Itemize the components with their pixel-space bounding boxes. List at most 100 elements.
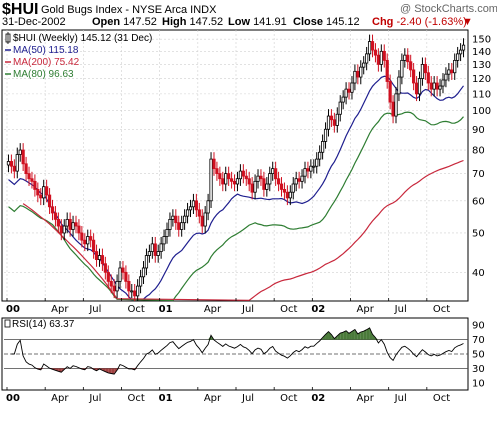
candle <box>36 182 40 203</box>
legend-entry: MA(80) 96.63 <box>13 69 74 80</box>
candle <box>171 209 175 227</box>
candle <box>362 56 366 75</box>
x-tick-label: Apr <box>51 393 69 404</box>
candle <box>18 143 22 162</box>
x-tick-label: Jul <box>88 304 101 315</box>
rsi-series <box>11 327 464 375</box>
price-tick-label: 140 <box>472 47 491 58</box>
candle <box>279 177 284 197</box>
candle <box>218 166 222 186</box>
candle <box>103 256 107 280</box>
candle <box>115 274 119 299</box>
candle <box>138 269 143 294</box>
candle <box>136 279 140 301</box>
candle <box>65 212 69 234</box>
candle <box>429 76 433 97</box>
ma200-line <box>22 159 464 301</box>
candle <box>56 212 60 234</box>
price-tick-label: 130 <box>472 60 491 71</box>
candle <box>312 159 316 174</box>
legend-entry: MA(200) 75.42 <box>13 57 80 68</box>
price-tick-label: 150 <box>472 35 491 46</box>
candle <box>382 44 386 68</box>
rsi-tick-label: 70 <box>472 335 485 346</box>
candle <box>379 44 383 72</box>
rsi-overbought-fill <box>328 331 332 340</box>
candle <box>156 244 160 263</box>
candle <box>441 73 445 94</box>
candle <box>353 64 357 91</box>
candle <box>188 199 193 218</box>
candle <box>256 169 260 189</box>
candlestick-series <box>6 34 466 301</box>
x-tick-label: Oct <box>128 393 145 404</box>
legend-entry: $HUI (Weekly) 145.12 (31 Dec) <box>13 33 152 44</box>
change-down-arrow-icon: ▼ <box>462 16 473 28</box>
candle <box>191 193 196 214</box>
stockcharts-logo: @ StockCharts.com <box>400 3 497 15</box>
candle <box>247 171 251 192</box>
candle <box>291 177 295 200</box>
candle <box>94 244 99 267</box>
price-tick-label: 50 <box>472 228 485 239</box>
candle <box>232 174 237 192</box>
x-tick-label: Jul <box>241 393 254 404</box>
candle <box>12 159 16 179</box>
candle <box>297 171 301 189</box>
candle <box>285 185 289 206</box>
x-tick-label: 01 <box>159 393 173 404</box>
candle <box>276 171 281 192</box>
candle <box>403 48 407 68</box>
candle <box>118 261 122 289</box>
candle <box>397 70 401 102</box>
rsi-overbought-fill <box>340 332 344 340</box>
x-tick-label: Jul <box>88 393 101 404</box>
candle <box>356 64 360 85</box>
candle <box>365 46 369 71</box>
rsi-overbought-fill <box>349 331 352 340</box>
candle <box>406 48 410 69</box>
rsi-tick-label: 50 <box>472 350 485 361</box>
ohlc-high: High 147.52 <box>162 16 223 28</box>
candle <box>141 261 146 284</box>
candle <box>359 60 363 85</box>
candle <box>197 202 201 224</box>
candle <box>206 193 210 221</box>
candle <box>447 63 451 82</box>
x-tick-label: 02 <box>311 393 325 404</box>
candle <box>45 179 49 203</box>
candle <box>373 43 378 63</box>
candle <box>150 236 154 259</box>
candle <box>124 265 128 289</box>
candle <box>68 212 72 237</box>
price-tick-label: 120 <box>472 74 491 85</box>
candle <box>183 209 187 230</box>
ohlc-readout: Open 147.52 High 147.52 Low 141.91 Close 14… <box>92 16 473 28</box>
candle <box>224 166 228 192</box>
legend-entry: MA(50) 115.18 <box>13 45 79 56</box>
candle <box>303 161 307 184</box>
candle <box>426 65 430 91</box>
x-tick-label: Apr <box>51 304 69 315</box>
x-tick-label: 01 <box>159 304 173 315</box>
x-tick-label: Apr <box>204 393 222 404</box>
candle <box>420 57 425 86</box>
quote-date: 31-Dec-2002 <box>2 16 66 28</box>
rsi-overbought-fill <box>369 327 373 340</box>
candle <box>367 34 372 62</box>
x-tick-label: Apr <box>357 304 375 315</box>
rsi-oversold-fill <box>102 368 106 372</box>
candle <box>300 169 304 189</box>
candle <box>92 233 96 259</box>
candle <box>329 109 334 127</box>
candle <box>6 154 11 173</box>
x-tick-label: Jul <box>394 393 407 404</box>
ohlc-chg: Chg -2.40 (-1.63%) <box>372 16 467 28</box>
candle <box>50 199 55 221</box>
x-tick-label: Oct <box>433 393 450 404</box>
x-tick-label: 02 <box>311 304 325 315</box>
candle <box>438 79 442 97</box>
price-tick-label: 110 <box>472 89 491 100</box>
rsi-oversold-fill <box>55 368 59 372</box>
